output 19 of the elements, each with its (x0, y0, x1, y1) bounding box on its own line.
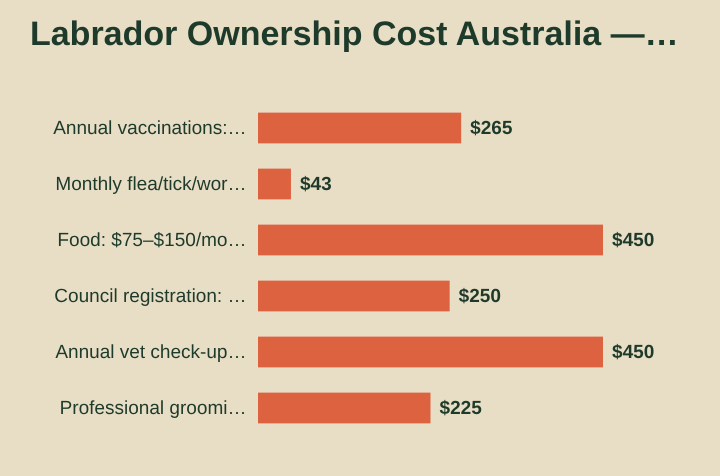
data-label: $450 (612, 230, 654, 251)
data-label: $265 (470, 118, 513, 139)
data-label: $43 (300, 174, 332, 195)
bar (258, 280, 450, 312)
data-label: $225 (440, 398, 482, 419)
chart-title: Labrador Ownership Cost Australia —… (30, 15, 679, 53)
bar (258, 112, 462, 144)
data-label: $450 (612, 342, 654, 363)
bar (258, 224, 603, 256)
bar (258, 168, 291, 200)
y-tick-label: Professional groomi… (60, 398, 246, 419)
bar (258, 392, 430, 424)
y-tick-label: Food: $75–$150/mo… (57, 230, 246, 251)
y-tick-label: Annual vet check-up… (55, 342, 246, 363)
y-tick-label: Annual vaccinations:… (53, 118, 246, 139)
bar (258, 336, 603, 368)
y-tick-label: Council registration: … (54, 286, 246, 307)
y-tick-label: Monthly flea/tick/wor… (55, 174, 246, 195)
data-label: $250 (458, 286, 501, 307)
